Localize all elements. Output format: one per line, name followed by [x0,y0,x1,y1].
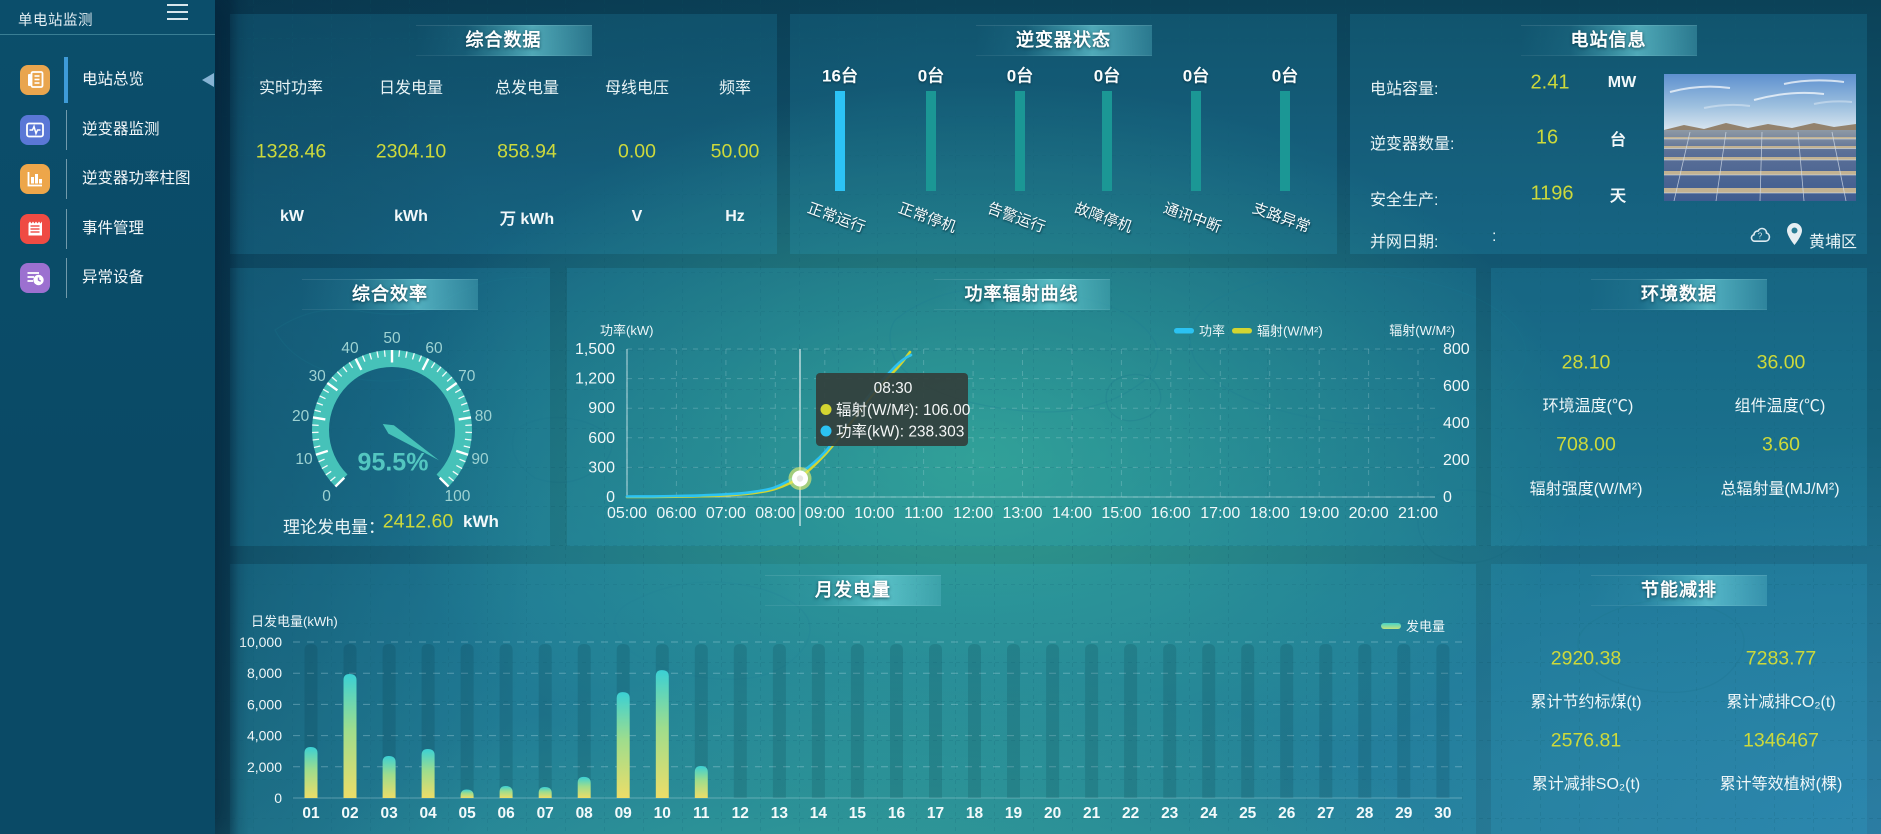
svg-text:10,000: 10,000 [239,634,282,650]
svg-text:06: 06 [497,805,515,822]
svg-text:600: 600 [588,430,615,447]
svg-text:16:00: 16:00 [1151,505,1191,522]
svg-text:21: 21 [1083,805,1101,822]
svg-text:17:00: 17:00 [1200,505,1240,522]
svg-text:100: 100 [444,488,470,505]
svg-text:70: 70 [458,368,476,385]
svg-text:18:00: 18:00 [1250,505,1290,522]
svg-text:40: 40 [341,340,359,357]
svg-text:4,000: 4,000 [247,728,282,744]
svg-text:15: 15 [849,805,867,822]
svg-text:30: 30 [1434,805,1451,822]
svg-text:辐射(W/M²): 106.00: 辐射(W/M²): 106.00 [836,401,971,419]
svg-text:22: 22 [1122,805,1139,822]
svg-text:08: 08 [576,805,594,822]
svg-text:05:00: 05:00 [607,505,647,522]
svg-text:0: 0 [606,489,615,506]
svg-text:08:00: 08:00 [755,505,795,522]
svg-text:200: 200 [1443,452,1470,469]
svg-text:0: 0 [322,488,331,505]
svg-text:发电量: 发电量 [1406,619,1445,634]
svg-text:功率(kW): 功率(kW) [600,323,653,338]
svg-text:08:30: 08:30 [874,380,913,397]
svg-text:90: 90 [471,451,489,468]
svg-text:11: 11 [693,805,710,822]
svg-text:辐射(W/M²): 辐射(W/M²) [1389,323,1455,338]
svg-text:19: 19 [1005,805,1023,822]
svg-text:10:00: 10:00 [854,505,894,522]
svg-text:日发电量(kWh): 日发电量(kWh) [251,614,338,629]
svg-text:02: 02 [341,805,358,822]
svg-text:01: 01 [302,805,320,822]
svg-text:10: 10 [295,451,313,468]
svg-text:06:00: 06:00 [656,505,696,522]
svg-text:13:00: 13:00 [1002,505,1042,522]
svg-text:23: 23 [1161,805,1179,822]
svg-text:14:00: 14:00 [1052,505,1092,522]
svg-text:24: 24 [1200,805,1218,822]
svg-text:27: 27 [1317,805,1334,822]
svg-text:16: 16 [888,805,906,822]
svg-text:20: 20 [1044,805,1061,822]
svg-text:60: 60 [425,340,443,357]
svg-text:03: 03 [380,805,398,822]
svg-text:09: 09 [615,805,633,822]
svg-text:30: 30 [309,368,327,385]
svg-text:28: 28 [1356,805,1374,822]
svg-text:21:00: 21:00 [1398,505,1438,522]
svg-text:15:00: 15:00 [1101,505,1141,522]
svg-text:26: 26 [1278,805,1296,822]
svg-text:80: 80 [475,408,493,425]
svg-text:05: 05 [458,805,476,822]
svg-text:10: 10 [654,805,671,822]
svg-text:400: 400 [1443,415,1470,432]
svg-text:800: 800 [1443,341,1470,358]
svg-text:1,500: 1,500 [575,341,615,358]
svg-text:11:00: 11:00 [904,505,943,522]
svg-text:功率(kW): 238.303: 功率(kW): 238.303 [836,423,964,441]
svg-text:13: 13 [771,805,789,822]
svg-text:12: 12 [732,805,749,822]
svg-text:09:00: 09:00 [805,505,845,522]
svg-text:0: 0 [274,790,282,806]
svg-text:18: 18 [966,805,984,822]
svg-text:12:00: 12:00 [953,505,993,522]
svg-text:功率: 功率 [1199,324,1225,339]
svg-text:04: 04 [419,805,437,822]
svg-text:20: 20 [292,408,310,425]
svg-text:辐射(W/M²): 辐射(W/M²) [1257,324,1323,339]
svg-text:20:00: 20:00 [1349,505,1389,522]
svg-text:14: 14 [810,805,828,822]
svg-text:29: 29 [1395,805,1413,822]
svg-text:8,000: 8,000 [247,665,282,681]
svg-text:0: 0 [1443,489,1452,506]
svg-text:2,000: 2,000 [247,759,282,775]
svg-text:07:00: 07:00 [706,505,746,522]
svg-text:?: ? [1758,232,1763,241]
svg-text:17: 17 [927,805,944,822]
svg-text:900: 900 [588,400,615,417]
svg-text:19:00: 19:00 [1299,505,1339,522]
svg-text:6,000: 6,000 [247,696,282,712]
svg-text:07: 07 [537,805,554,822]
svg-text:300: 300 [588,459,615,476]
svg-text:600: 600 [1443,378,1470,395]
svg-text:25: 25 [1239,805,1257,822]
svg-text:1,200: 1,200 [575,371,615,388]
svg-text:50: 50 [383,330,401,347]
